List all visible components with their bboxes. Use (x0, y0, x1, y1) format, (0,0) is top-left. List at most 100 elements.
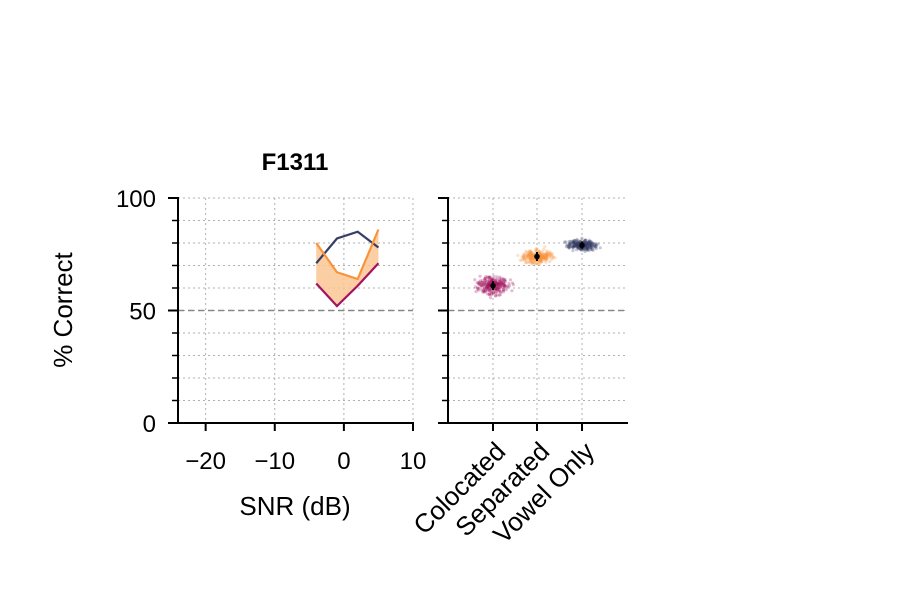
sample-point (498, 285, 503, 289)
sample-point (576, 243, 580, 247)
sample-point (592, 245, 597, 249)
sample-point (501, 280, 505, 284)
sample-point (499, 283, 503, 287)
sample-point (484, 284, 488, 288)
sample-point (527, 250, 531, 254)
sample-point (573, 243, 577, 247)
sample-point (569, 239, 573, 243)
sample-point (495, 288, 499, 292)
sample-point (577, 247, 581, 251)
sample-point (499, 283, 503, 287)
sample-point (494, 294, 498, 298)
sample-point (488, 276, 492, 280)
sample-point (594, 245, 598, 249)
sample-point (485, 284, 489, 288)
sample-point (498, 283, 503, 287)
sample-point (529, 251, 534, 256)
sample-point (529, 254, 534, 258)
sample-point (549, 257, 553, 262)
sample-point (583, 239, 587, 243)
sample-point (502, 277, 506, 281)
sample-point (524, 251, 529, 255)
sample-point (487, 280, 491, 284)
sample-point (524, 258, 529, 262)
sample-point (528, 252, 532, 256)
sample-point (474, 285, 478, 289)
sample-point (497, 281, 501, 285)
sample-point (549, 254, 553, 258)
sample-point (539, 258, 544, 262)
sample-point (589, 243, 593, 247)
sample-point (474, 290, 478, 294)
sample-point (572, 239, 576, 243)
sample-point (530, 253, 534, 257)
x-tick-label: −10 (254, 448, 295, 475)
sample-point (479, 284, 483, 288)
sample-point (497, 282, 501, 286)
sample-point (488, 287, 492, 291)
sample-point (476, 286, 480, 290)
sample-point (585, 246, 589, 250)
sample-point (497, 285, 501, 289)
y-tick-label: 50 (129, 299, 156, 326)
sample-point (534, 247, 538, 251)
sample-point (485, 285, 489, 289)
sample-point (590, 241, 594, 246)
sample-point (477, 280, 481, 284)
sample-point (544, 256, 548, 260)
sample-point (498, 293, 502, 297)
sample-point (584, 242, 588, 246)
sample-point (578, 247, 582, 251)
sample-point (578, 239, 583, 243)
sample-point (492, 290, 496, 294)
sample-point (487, 283, 491, 287)
sample-point (574, 243, 578, 247)
sample-point (567, 239, 571, 244)
sample-point (591, 244, 595, 248)
sample-point (590, 241, 595, 245)
sample-point (483, 281, 487, 285)
sample-point (532, 261, 536, 265)
sample-point (499, 290, 503, 294)
sample-point (576, 245, 580, 249)
sample-point (528, 257, 532, 261)
sample-point (571, 245, 575, 249)
sample-point (492, 274, 496, 278)
sample-point (529, 259, 533, 264)
sample-point (482, 280, 486, 284)
sample-point (496, 283, 500, 287)
sample-point (530, 255, 534, 259)
sample-point (526, 260, 530, 264)
sample-point (491, 291, 495, 295)
sample-point (588, 241, 592, 245)
sample-point (586, 248, 590, 252)
sample-point (540, 256, 545, 260)
sample-point (545, 254, 549, 258)
sample-point (528, 249, 532, 253)
sample-point (539, 260, 543, 264)
sample-point (494, 278, 498, 282)
sample-point (511, 283, 515, 287)
separation-band (316, 229, 379, 306)
sample-point (487, 284, 491, 288)
sample-point (501, 290, 505, 294)
sample-point (539, 255, 543, 259)
sample-point (498, 279, 502, 283)
sample-point (585, 241, 589, 245)
sample-point (589, 241, 593, 245)
sample-point (571, 246, 575, 250)
sample-point (539, 260, 544, 264)
sample-point (545, 249, 549, 253)
sample-point (540, 260, 544, 264)
sample-point (526, 254, 530, 258)
sample-point (548, 255, 552, 259)
sample-point (586, 244, 590, 248)
sample-point (573, 244, 577, 248)
sample-point (537, 249, 542, 253)
sample-point (583, 247, 587, 251)
sample-point (535, 247, 539, 251)
sample-point (538, 252, 543, 256)
sample-point (543, 255, 547, 259)
sample-point (525, 256, 529, 260)
sample-point (488, 296, 493, 300)
